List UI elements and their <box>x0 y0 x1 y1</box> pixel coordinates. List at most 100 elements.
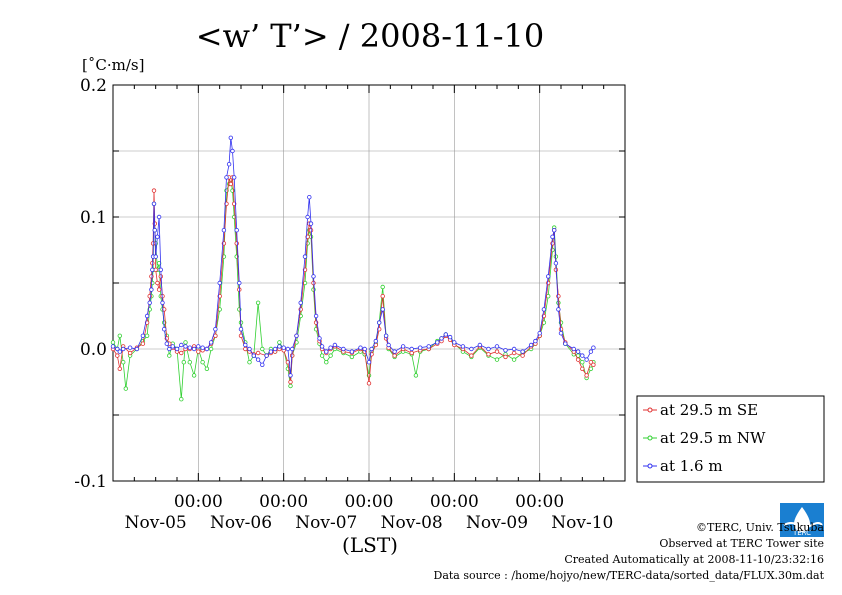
data-point <box>155 234 160 239</box>
legend-swatch-marker <box>647 407 653 413</box>
x-time-label: 00:00 <box>259 492 308 512</box>
data-point <box>537 331 542 336</box>
data-point <box>558 331 564 336</box>
data-point <box>439 336 444 341</box>
credit-copyright: ©TERC, Univ. Tsukuba <box>695 521 824 534</box>
data-point <box>591 345 596 350</box>
data-point <box>546 274 551 279</box>
data-point <box>533 338 538 344</box>
data-point <box>181 360 186 365</box>
data-point <box>127 345 133 350</box>
legend-swatch-marker <box>647 463 653 469</box>
data-point <box>144 333 150 338</box>
legend-box <box>636 395 825 483</box>
data-point <box>224 175 229 180</box>
data-point <box>179 342 184 348</box>
x-axis-label: (LST) <box>342 533 398 557</box>
data-point <box>349 354 355 360</box>
x-date-label: Nov-10 <box>551 513 613 533</box>
chart-title: <w’ T’> / 2008-11-10 <box>196 17 545 55</box>
data-point <box>115 346 120 352</box>
data-point <box>556 294 561 299</box>
data-point <box>328 345 333 350</box>
data-point <box>460 344 466 349</box>
data-point <box>174 346 180 352</box>
data-point <box>305 214 310 220</box>
data-point <box>366 381 372 386</box>
data-point <box>392 349 397 354</box>
data-point <box>149 274 154 279</box>
y-tick-label: 0.1 <box>80 208 107 228</box>
data-point <box>167 346 172 352</box>
series-group <box>110 135 596 402</box>
y-tick-label: 0.2 <box>80 76 107 96</box>
x-time-label: 00:00 <box>515 492 564 512</box>
data-point <box>117 366 122 371</box>
data-point <box>313 313 319 319</box>
data-point <box>255 300 261 305</box>
data-point <box>151 201 157 206</box>
data-point <box>324 349 329 354</box>
data-point <box>288 379 293 385</box>
data-point <box>117 333 122 338</box>
data-point <box>298 300 303 305</box>
data-point <box>187 360 192 365</box>
x-date-label: Nov-06 <box>210 513 272 533</box>
data-point <box>208 340 214 345</box>
data-point <box>164 341 169 346</box>
data-point <box>288 373 293 378</box>
data-point <box>161 327 167 332</box>
credit-source: Data source : /home/hojyo/new/TERC-data/… <box>433 569 825 582</box>
data-point <box>288 383 293 389</box>
data-point <box>152 227 157 233</box>
data-point <box>140 333 146 338</box>
data-point <box>400 344 406 349</box>
data-point <box>204 346 210 352</box>
data-point <box>435 340 440 345</box>
data-point <box>380 294 385 299</box>
data-point <box>228 135 233 140</box>
data-point <box>520 353 525 358</box>
data-point <box>563 341 568 346</box>
data-point <box>255 357 261 362</box>
data-point <box>120 360 126 365</box>
data-point <box>226 161 232 167</box>
legend-label: at 29.5 m SE <box>660 401 758 419</box>
data-point <box>575 357 581 362</box>
x-date-label: Nov-05 <box>125 513 187 533</box>
data-point <box>251 353 256 358</box>
data-point <box>156 287 162 292</box>
data-point <box>158 267 163 272</box>
data-point <box>179 350 184 356</box>
series-line <box>112 178 594 400</box>
series-1 <box>110 177 596 402</box>
data-point <box>153 254 158 259</box>
data-point <box>151 188 157 193</box>
data-point <box>469 346 474 352</box>
data-point <box>308 221 314 226</box>
data-point <box>191 346 197 352</box>
data-point <box>373 338 378 344</box>
data-point <box>234 241 239 246</box>
data-point <box>584 373 589 378</box>
data-point <box>486 346 491 352</box>
data-point <box>366 360 372 365</box>
data-point <box>452 340 457 345</box>
data-point <box>307 194 312 200</box>
data-point <box>110 344 116 349</box>
data-point <box>243 342 248 348</box>
data-point <box>191 373 197 378</box>
data-point <box>183 340 188 345</box>
data-point <box>550 234 555 239</box>
data-point <box>247 360 252 365</box>
data-point <box>358 345 363 350</box>
data-point <box>418 345 423 350</box>
data-point <box>264 353 269 358</box>
data-point <box>272 346 278 352</box>
data-point <box>196 344 201 349</box>
data-point <box>260 362 265 367</box>
data-point <box>317 336 322 341</box>
data-point <box>349 349 355 354</box>
data-point <box>469 353 474 358</box>
data-point <box>228 181 233 187</box>
